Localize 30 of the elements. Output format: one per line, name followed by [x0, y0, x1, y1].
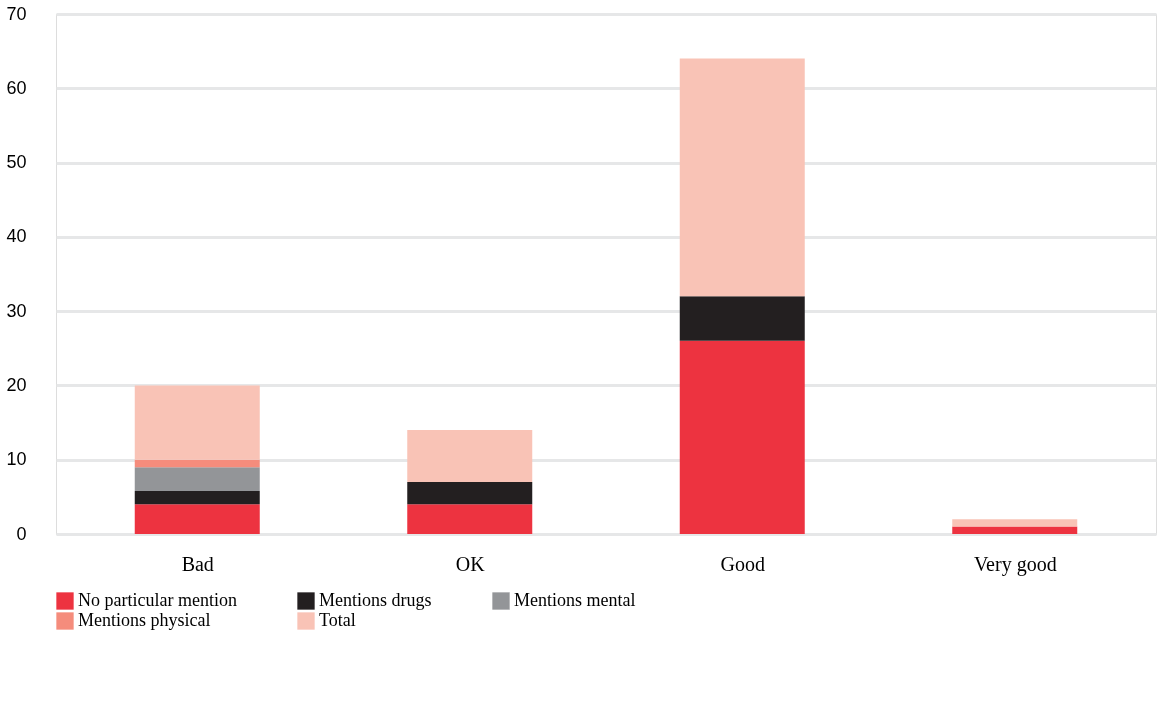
legend-label: Mentions mental	[514, 590, 636, 610]
y-tick-label: 60	[6, 77, 27, 98]
legend-label: Mentions drugs	[319, 590, 432, 610]
y-tick-label: 10	[6, 449, 27, 470]
y-tick-label: 30	[6, 300, 27, 321]
y-tick-label: 20	[6, 374, 27, 395]
bar	[679, 296, 805, 341]
bar	[679, 340, 805, 534]
y-tick-label: 50	[6, 152, 27, 173]
bar	[407, 430, 533, 482]
legend-label: Total	[319, 610, 356, 630]
x-tick-label: Very good	[973, 552, 1057, 576]
bar	[679, 58, 805, 297]
bar	[952, 519, 1078, 527]
bar	[134, 385, 260, 460]
bar	[134, 467, 260, 491]
y-tick-label: 0	[16, 523, 27, 544]
legend-label: No particular mention	[78, 590, 237, 610]
x-tick-label: Bad	[181, 552, 214, 575]
x-tick-label: OK	[455, 552, 486, 575]
bar	[134, 490, 260, 505]
x-tick-label: Good	[720, 552, 765, 575]
legend-label: Mentions physical	[78, 610, 211, 630]
y-tick-label: 70	[6, 3, 27, 24]
bar	[134, 459, 260, 468]
y-tick-label: 40	[6, 226, 27, 247]
bar	[407, 482, 533, 505]
bar	[407, 504, 533, 534]
bar	[952, 526, 1078, 534]
bar	[134, 504, 260, 534]
